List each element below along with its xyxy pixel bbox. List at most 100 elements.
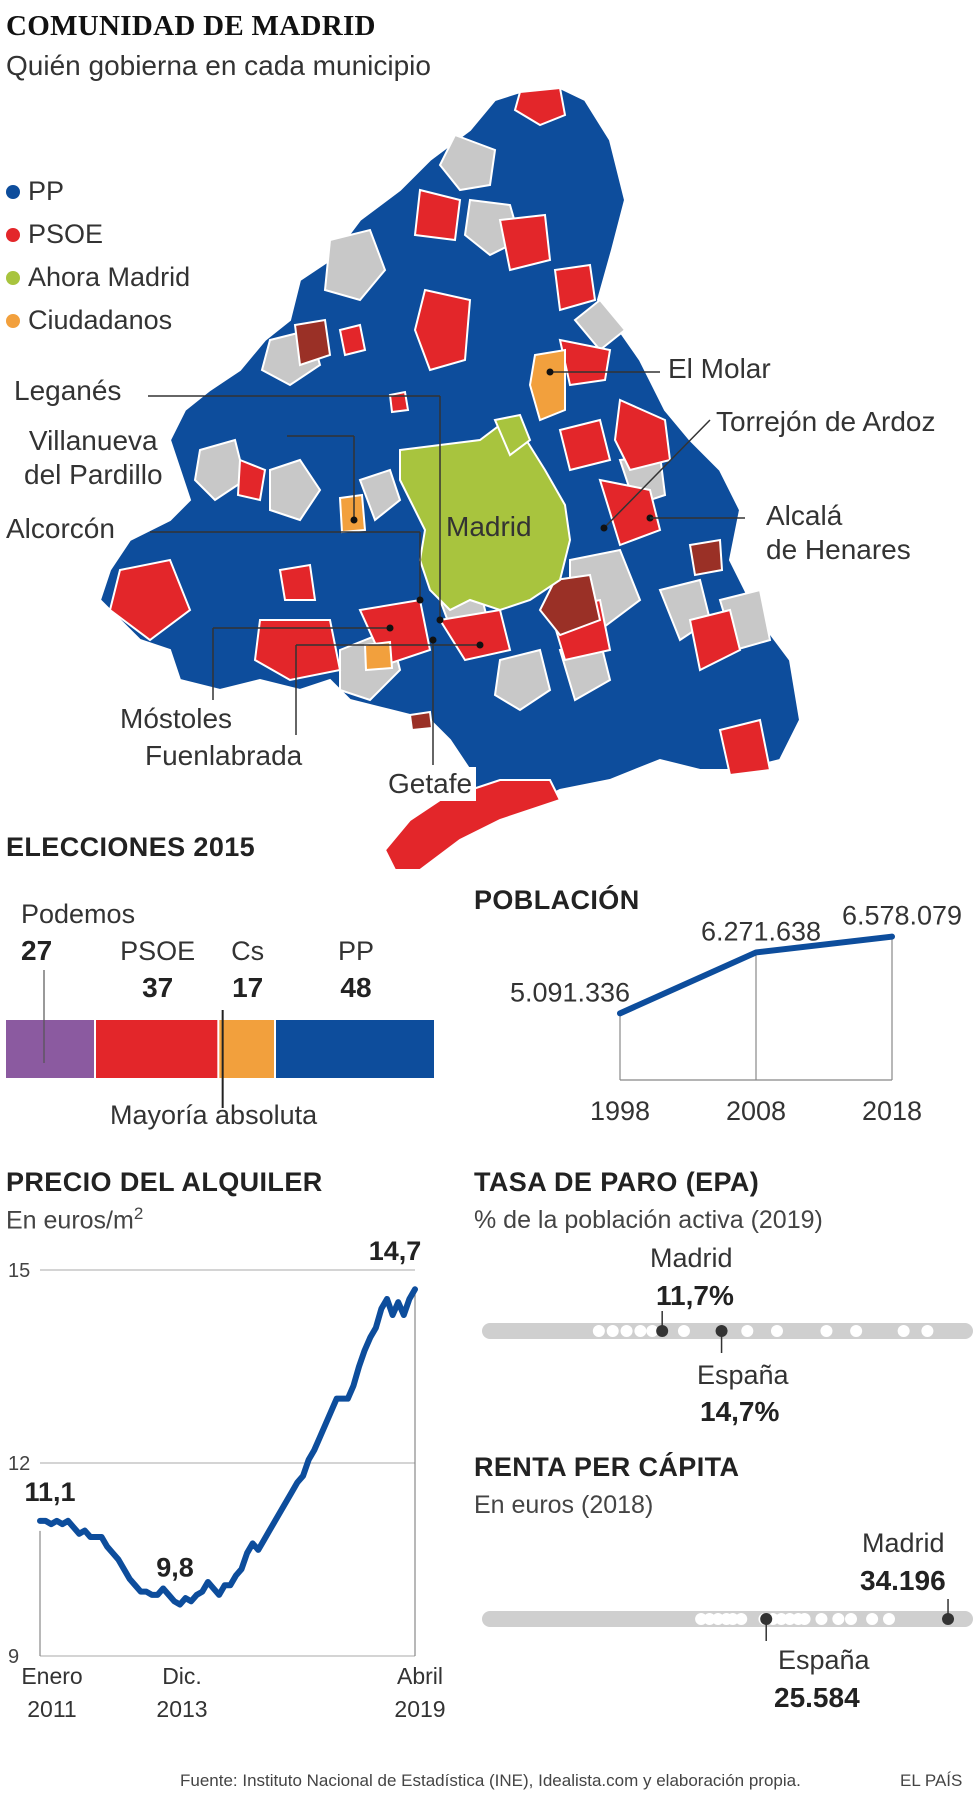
dot-torrejon [600,524,608,532]
muni-psoe-2 [413,188,462,242]
paro-madrid-value: 11,7% [656,1280,734,1311]
map-label-el-molar: El Molar [664,352,775,386]
dot-fuenlabrada [476,641,484,649]
strip-point [770,1325,783,1337]
brand-name: EL PAÍS [900,1771,963,1790]
poblacion-x-tick: 2008 [726,1096,786,1126]
poblacion-x-tick: 1998 [590,1096,650,1126]
strip-point [883,1613,895,1625]
muni-psoe-21 [278,563,317,601]
poblacion-value-label: 6.271.638 [701,916,821,946]
bar-psoe [96,1020,218,1078]
legend-item-ciudadanos: Ciudadanos [6,299,190,342]
map-label-alcala-line2: de Henares [766,533,911,565]
renta-madrid-label: Madrid [862,1528,945,1558]
strip-point [775,1613,788,1625]
alquiler-x-tick-year: 2019 [394,1696,445,1720]
strip-point [815,1613,828,1625]
strip-point [703,1613,716,1625]
legend-item-psoe: PSOE [6,213,190,256]
muni-psoe-8 [598,478,662,547]
alquiler-end-label: 14,7 [369,1240,422,1266]
renta-espana-label: España [778,1645,870,1675]
alquiler-x-tick: Enero [21,1663,82,1689]
legend-swatch-ahora-madrid [6,270,20,285]
map-label-mostoles: Móstoles [116,702,237,736]
leader-torrejon [603,419,711,529]
elecciones-bars: Podemos 27 PSOE 37 Cs 17 PP 48 [6,899,434,1108]
strip-point [741,1325,754,1337]
strip-point [592,1325,605,1337]
muni-grey-12 [493,648,552,712]
strip-point [820,1325,833,1337]
bar-label-podemos: Podemos [21,899,135,929]
municipality-map [98,86,802,871]
muni-psoe-14 [688,608,742,672]
muni-psoe-9 [108,558,192,642]
renta-title: RENTA PER CÁPITA [474,1452,740,1482]
renta-subtitle: En euros (2018) [474,1491,654,1519]
dot-getafe [429,636,437,644]
alquiler-x-tick-year: 2011 [27,1696,76,1720]
muni-cs-villanueva [338,493,367,534]
bar-pp [276,1020,434,1078]
strip-point [921,1325,934,1337]
strip-point [845,1613,857,1625]
muni-psoe-1 [513,86,567,127]
map-label-villanueva-line2: del Pardillo [24,458,163,490]
legend-label-psoe: PSOE [28,219,104,249]
poblacion-value-label: 5.091.336 [510,977,630,1007]
paro-plot [482,1311,973,1353]
alquiler-x-tick-year: 2013 [156,1696,207,1720]
strip-point [677,1325,690,1337]
alquiler-x-tick: Dic. [162,1663,202,1689]
alquiler-x-tick: Abril [397,1663,443,1689]
strip-point [783,1613,796,1625]
legend-swatch-pp [6,184,20,199]
bar-value-podemos: 27 [21,935,52,966]
map-label-madrid: Madrid [446,511,532,542]
muni-darkred-3 [688,538,724,577]
map-location-dots [350,368,654,649]
bar-value-pp: 48 [340,972,371,1003]
map-label-getafe: Getafe [384,767,477,801]
muni-cs-el-molar [528,348,566,422]
muni-grey-2 [323,228,387,302]
muni-psoe-12 [438,608,512,662]
muni-cs-mostoles [363,640,394,672]
strip-point [850,1325,863,1337]
strip-point [712,1613,724,1625]
strip-point [832,1613,845,1625]
muni-psoe-6 [558,338,612,387]
muni-psoe-20 [388,390,410,414]
muni-psoe-10 [253,619,342,682]
bar-value-psoe: 37 [142,972,173,1003]
alquiler-min-label: 9,8 [156,1553,194,1583]
poblacion-x-tick: 2018 [862,1096,922,1126]
muni-grey-6 [193,438,247,502]
muni-grey-7 [269,458,322,522]
renta-madrid-value: 34.196 [860,1565,946,1596]
map-label-villanueva: Villanueva del Pardillo [20,424,167,492]
alquiler-y-tick: 12 [8,1453,30,1475]
map-psoe-areas [108,86,772,871]
bar-label-psoe: PSOE [120,936,195,966]
map-leader-lines [148,371,711,765]
paro-espana-value: 14,7% [700,1396,780,1427]
dot-el-molar [546,368,554,376]
bar-cs [219,1020,274,1078]
map-darkred-areas [293,318,724,732]
poblacion-chart: 1998 2008 2018 5.091.336 6.271.638 6.578.079 [510,901,962,1126]
legend-label-ahora-madrid: Ahora Madrid [28,262,191,292]
strip-point [606,1325,619,1337]
paro-title: TASA DE PARO (EPA) [474,1167,760,1197]
poblacion-title: POBLACIÓN [474,885,640,915]
strip-point [620,1325,633,1337]
muni-psoe-17 [236,458,267,502]
bar-label-cs: Cs [231,936,264,966]
map-grey-areas [193,133,772,712]
map-label-villanueva-line1: Villanueva [28,425,158,456]
strip-point [726,1613,739,1625]
muni-darkred-2 [538,573,602,637]
map-label-alcorcon: Alcorcón [2,512,119,546]
